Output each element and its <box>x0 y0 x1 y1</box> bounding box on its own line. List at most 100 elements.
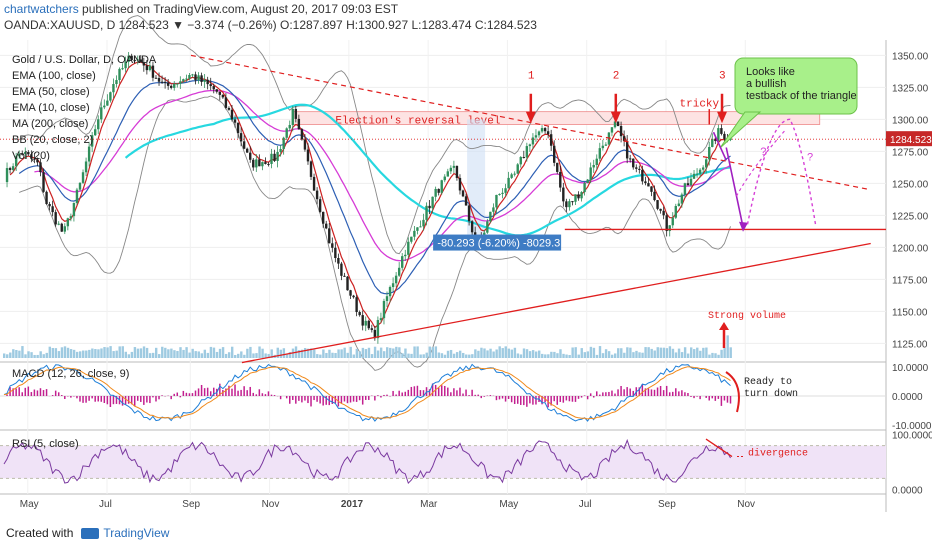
volume-bar <box>729 347 732 358</box>
volume-bar <box>434 346 438 358</box>
tradingview-link[interactable]: TradingView <box>103 526 170 540</box>
volume-bar <box>620 348 623 358</box>
volume-bar <box>474 349 477 358</box>
volume-bar <box>63 346 67 358</box>
volume-bar <box>127 354 131 358</box>
projection-dotted <box>746 118 817 225</box>
candle-body <box>309 161 313 177</box>
question-mark: ? <box>807 151 813 163</box>
divergence-label: divergence <box>748 447 808 459</box>
candle-body <box>279 148 282 152</box>
candle-body <box>467 205 471 222</box>
callout-line: testback of the triangle <box>746 90 857 102</box>
candle-body <box>671 217 674 226</box>
volume-bar <box>431 347 435 358</box>
volume-bar <box>30 352 33 358</box>
volume-bar <box>714 353 717 358</box>
volume-bar <box>60 347 64 358</box>
legend-vol[interactable]: Vol (20) <box>12 150 50 162</box>
volume-bar <box>644 347 647 358</box>
volume-bar <box>425 352 428 358</box>
candle-body <box>632 158 635 168</box>
candle-body <box>595 158 598 165</box>
volume-bar <box>437 352 441 358</box>
volume-bar <box>200 353 203 358</box>
legend-ema100[interactable]: EMA (100, close) <box>12 70 96 82</box>
candle-body <box>54 212 57 225</box>
candle-body <box>136 59 139 61</box>
rsi-label[interactable]: RSI (5, close) <box>12 438 79 450</box>
legend-ema10[interactable]: EMA (10, close) <box>12 102 90 114</box>
ma200-line <box>124 103 731 237</box>
rsi-panel: 100.0000 0.0000 divergence <box>0 431 932 496</box>
volume-bar <box>668 346 672 358</box>
candle-body <box>17 153 21 157</box>
volume-bar <box>279 349 283 358</box>
candle-body <box>264 162 267 164</box>
candle-body <box>163 81 167 83</box>
candle-body <box>242 141 246 149</box>
volume-bar <box>629 347 632 358</box>
macd-annot-arrow <box>725 371 740 413</box>
candle-body <box>592 164 595 168</box>
candle-body <box>258 159 261 167</box>
volume-bar <box>194 351 197 358</box>
y-tick-label: 1325.00 <box>892 83 929 94</box>
candle-body <box>583 183 586 193</box>
volume-bar <box>325 352 328 358</box>
question-mark: ? <box>760 146 766 158</box>
macd-label[interactable]: MACD (12, 26, close, 9) <box>12 368 130 380</box>
candle-body <box>580 192 583 199</box>
volume-bar <box>635 350 638 358</box>
legend-ema50[interactable]: EMA (50, close) <box>12 86 90 98</box>
volume-bar <box>197 351 200 358</box>
candle-body <box>364 320 367 326</box>
volume-bar <box>544 354 547 358</box>
volume-bar <box>346 352 349 358</box>
x-tick-label: 2017 <box>341 499 364 510</box>
volume-bar <box>21 346 24 358</box>
candle-body <box>413 230 416 237</box>
candle-body <box>665 215 668 232</box>
volume-bar <box>379 347 383 358</box>
candle-body <box>698 169 702 174</box>
candle-body <box>270 153 273 164</box>
candle-body <box>261 162 264 167</box>
candle-body <box>537 131 541 136</box>
candle-body <box>355 297 358 313</box>
candle-body <box>206 79 209 85</box>
time-axis: May Jul Sep Nov 2017 Mar May Jul Sep Nov <box>20 499 755 510</box>
volume-bar <box>167 349 170 358</box>
candle-body <box>720 128 723 134</box>
candle-body <box>245 148 249 153</box>
volume-bar <box>170 348 173 358</box>
candle-body <box>470 221 474 233</box>
candle-body <box>510 174 513 178</box>
candle-body <box>63 226 66 232</box>
candle-body <box>443 176 446 181</box>
candle-body <box>157 78 161 82</box>
legend-bb[interactable]: BB (20, close, 2) <box>12 134 94 146</box>
volume-bar <box>331 352 334 358</box>
volume-bar <box>94 349 97 358</box>
y-tick-label: 1350.00 <box>892 51 929 62</box>
candle-body <box>628 158 632 160</box>
candle-body <box>559 171 562 188</box>
candle-body <box>689 178 693 186</box>
candle-body <box>598 148 601 159</box>
symbol-line: OANDA:XAUUSD, D 1284.523 ▼ −3.374 (−0.26… <box>4 18 537 32</box>
legend-ma200[interactable]: MA (200, close) <box>12 118 89 130</box>
candle-body <box>525 146 529 158</box>
candle-body <box>93 129 97 136</box>
peak-arrow-head <box>610 111 621 124</box>
volume-bar <box>97 349 100 358</box>
volume-bar <box>100 348 103 358</box>
volume-bar <box>632 352 635 358</box>
author-link[interactable]: chartwatchers <box>4 2 79 16</box>
volume-bar <box>264 353 267 358</box>
candle-body <box>66 218 70 227</box>
volume-arrow-head <box>719 322 729 330</box>
candle-body <box>318 199 322 212</box>
created-with: Created with <box>6 526 74 540</box>
candle-body <box>5 168 9 183</box>
